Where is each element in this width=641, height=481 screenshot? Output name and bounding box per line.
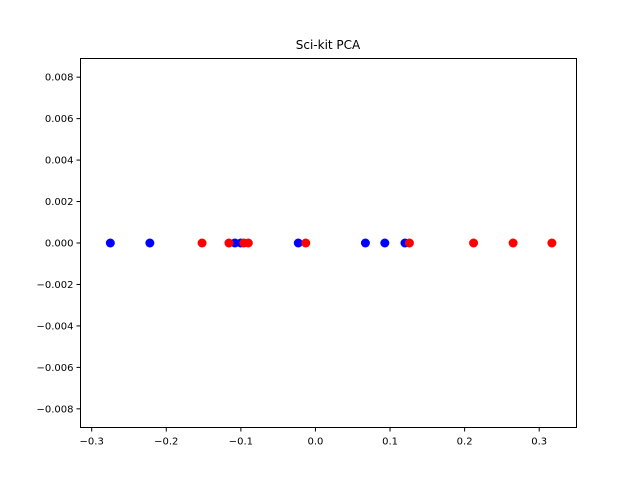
scatter-point: [380, 238, 390, 248]
scatter-point: [105, 238, 115, 248]
y-tick-label: −0.008: [36, 404, 73, 415]
scatter-point: [293, 238, 303, 248]
y-tick-label: 0.006: [45, 114, 74, 125]
chart-title: Sci-kit PCA: [296, 38, 361, 52]
scatter-point: [224, 238, 234, 248]
scatter-point: [145, 238, 155, 248]
x-tick-label: −0.3: [80, 437, 104, 448]
x-tick-label: 0.0: [307, 437, 323, 448]
x-axis: −0.3 −0.2 −0.1 0.0 0.1 0.2 0.3: [80, 427, 547, 448]
x-tick-label: −0.1: [229, 437, 253, 448]
y-tick-label: −0.006: [36, 363, 73, 374]
plot-frame: [80, 58, 577, 428]
y-tick-label: −0.004: [36, 321, 73, 332]
x-tick-label: 0.1: [382, 437, 398, 448]
x-tick-label: 0.2: [457, 437, 473, 448]
scatter-point: [404, 238, 414, 248]
scatter-point: [197, 238, 207, 248]
x-tick-label: −0.2: [154, 437, 178, 448]
y-tick-label: −0.002: [36, 280, 73, 291]
y-tick-label: 0.002: [45, 197, 74, 208]
data-points: [105, 238, 557, 248]
y-tick-label: 0.008: [45, 73, 74, 84]
scatter-point: [547, 238, 557, 248]
y-tick-label: 0.000: [45, 239, 74, 250]
scatter-point: [301, 238, 311, 248]
y-tick-label: 0.004: [45, 156, 74, 167]
scatter-point: [243, 238, 253, 248]
x-tick-label: 0.3: [531, 437, 547, 448]
scatter-point: [508, 238, 518, 248]
scatter-point: [360, 238, 370, 248]
y-axis: 0.008 0.006 0.004 0.002 0.000 −0.002 −0.004 −0.…: [36, 73, 81, 415]
scatter-point: [469, 238, 479, 248]
